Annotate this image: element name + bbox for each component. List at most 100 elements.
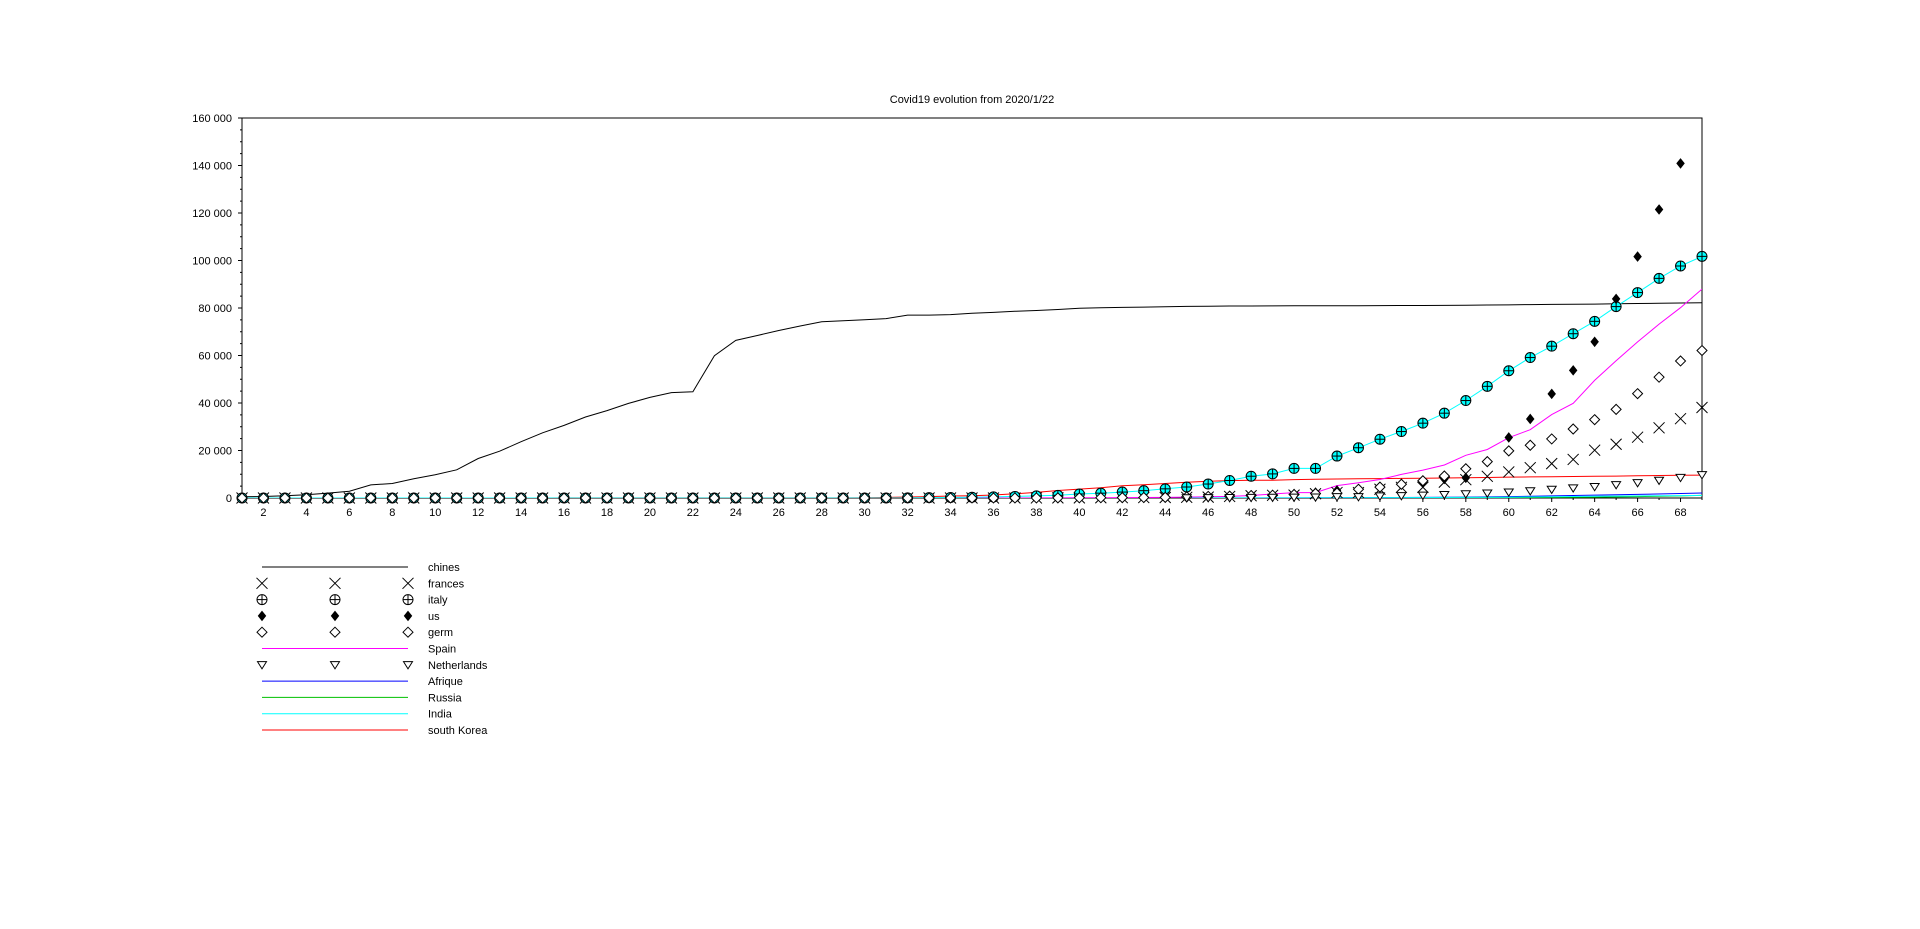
data-point-germ	[1438, 470, 1451, 482]
legend-marker	[402, 594, 414, 606]
data-point-us	[1525, 413, 1535, 425]
data-point-germ	[837, 492, 849, 504]
data-point-germ	[687, 492, 699, 504]
data-point-frances	[1524, 461, 1537, 474]
data-point-italy	[1374, 433, 1386, 445]
data-point-italy	[1138, 485, 1150, 497]
data-point-germ	[987, 492, 1000, 504]
data-point-frances	[1696, 401, 1708, 414]
data-point-frances	[1545, 457, 1558, 470]
data-point-germ	[365, 492, 377, 504]
data-point-germ	[236, 492, 248, 504]
x-tick-label: 68	[1674, 507, 1686, 519]
x-tick-label: 4	[303, 507, 309, 519]
data-point-germ	[515, 492, 527, 504]
data-point-netherlands	[1438, 490, 1450, 500]
data-point-netherlands	[1396, 492, 1407, 501]
data-point-germ	[1138, 491, 1150, 504]
data-point-germ	[257, 492, 270, 504]
x-tick-label: 52	[1331, 507, 1343, 519]
data-point-netherlands	[1632, 479, 1643, 488]
data-point-germ	[1030, 492, 1043, 504]
x-tick-label: 44	[1159, 507, 1171, 519]
data-point-netherlands	[1331, 493, 1343, 502]
data-point-italy	[1653, 272, 1665, 284]
legend-marker	[403, 610, 413, 622]
x-tick-label: 58	[1460, 507, 1472, 519]
data-point-netherlands	[1288, 493, 1300, 503]
data-point-germ	[1631, 387, 1644, 400]
x-tick-label: 26	[773, 507, 785, 519]
data-point-germ	[1696, 344, 1708, 357]
data-point-netherlands	[1460, 490, 1472, 499]
data-point-germ	[1417, 475, 1429, 487]
data-point-germ	[815, 492, 828, 504]
data-point-netherlands	[1245, 493, 1257, 503]
data-point-germ	[644, 492, 656, 504]
data-point-germ	[708, 492, 721, 504]
legend-label: italy	[428, 595, 448, 607]
legend-label: frances	[428, 578, 465, 590]
data-point-germ	[279, 492, 291, 504]
data-point-germ	[1460, 463, 1472, 475]
legend-label: India	[428, 709, 453, 721]
y-tick-label: 60 000	[198, 351, 232, 363]
y-tick-label: 20 000	[198, 446, 232, 458]
data-point-netherlands	[1267, 493, 1278, 503]
data-point-italy	[1310, 462, 1322, 474]
y-tick-label: 160 000	[192, 113, 232, 125]
plot-area	[241, 117, 1703, 499]
data-point-italy	[1567, 328, 1579, 340]
x-tick-label: 40	[1073, 507, 1085, 519]
legend-item-netherlands: Netherlands	[256, 660, 488, 672]
legend-label: Netherlands	[428, 660, 488, 672]
legend-item-india: India	[262, 709, 453, 721]
data-point-italy	[1675, 260, 1687, 272]
data-point-germ	[1052, 492, 1064, 504]
x-tick-label: 24	[730, 507, 742, 519]
data-point-us	[1504, 432, 1514, 443]
series-line-spain	[242, 288, 1702, 498]
x-tick-label: 60	[1503, 507, 1515, 519]
data-point-us	[1611, 293, 1621, 305]
x-tick-label: 16	[558, 507, 570, 519]
data-point-italy	[1438, 407, 1450, 419]
legend-label: Afrique	[428, 676, 463, 688]
x-tick-label: 50	[1288, 507, 1300, 519]
data-point-netherlands	[1567, 484, 1579, 493]
data-point-netherlands	[1546, 485, 1558, 495]
legend-item-afrique: Afrique	[262, 676, 463, 688]
legend-item-germ: germ	[256, 626, 453, 639]
y-tick-label: 100 000	[192, 256, 232, 268]
data-point-italy	[1632, 287, 1644, 299]
data-point-netherlands	[1481, 489, 1493, 499]
data-point-netherlands	[1374, 492, 1386, 502]
data-point-italy	[1417, 417, 1429, 429]
data-point-italy	[1202, 478, 1214, 490]
legend-item-chines: chines	[262, 562, 460, 574]
data-point-italy	[1352, 442, 1364, 454]
data-point-italy	[1460, 395, 1472, 407]
data-point-netherlands	[1353, 493, 1364, 502]
data-point-germ	[536, 492, 549, 504]
data-point-italy	[1546, 340, 1558, 352]
data-point-italy	[1696, 250, 1708, 262]
data-point-germ	[1116, 491, 1129, 504]
data-point-netherlands	[1589, 483, 1601, 492]
data-point-germ	[923, 492, 935, 504]
legend-marker	[256, 577, 268, 590]
x-tick-label: 66	[1631, 507, 1643, 519]
data-point-germ	[1009, 492, 1021, 504]
data-point-frances	[1567, 453, 1580, 466]
data-point-netherlands	[1610, 481, 1622, 490]
x-tick-label: 20	[644, 507, 656, 519]
x-tick-label: 42	[1116, 507, 1128, 519]
data-point-germ	[408, 492, 420, 504]
data-point-germ	[1073, 492, 1086, 504]
x-tick-label: 28	[816, 507, 828, 519]
legend-marker	[402, 626, 414, 638]
x-tick-label: 8	[389, 507, 395, 519]
y-tick-label: 140 000	[192, 161, 232, 173]
data-point-frances	[1588, 444, 1601, 457]
